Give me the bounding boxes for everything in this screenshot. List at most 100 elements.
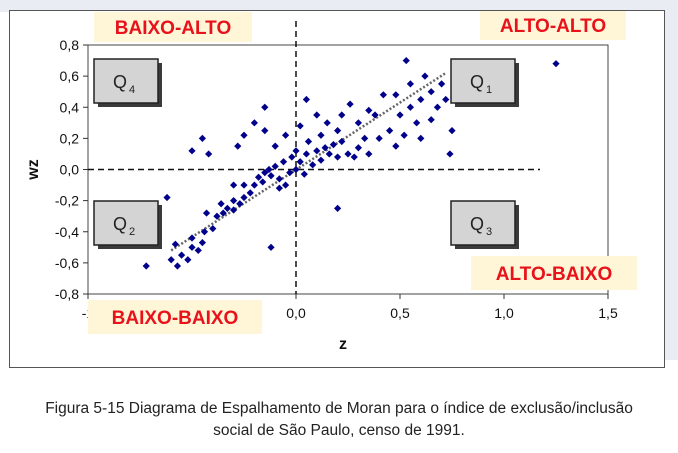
data-point: [396, 111, 404, 119]
data-point: [371, 111, 379, 119]
data-point: [329, 141, 338, 149]
data-point: [254, 173, 263, 181]
data-point: [198, 134, 206, 142]
data-point: [313, 111, 321, 119]
data-point: [288, 153, 296, 161]
data-point: [279, 158, 288, 166]
quadrant-label-background: [88, 300, 262, 334]
data-point: [323, 119, 331, 127]
data-point: [234, 142, 242, 150]
data-point: [292, 165, 300, 174]
data-point: [334, 153, 342, 161]
data-point: [446, 150, 454, 158]
data-point: [209, 225, 217, 233]
x-axis-title: z: [339, 336, 347, 353]
data-point: [317, 156, 325, 164]
data-point: [344, 150, 352, 158]
data-point: [448, 126, 456, 135]
data-point: [246, 189, 254, 197]
quadrant-box-label: Q: [470, 214, 484, 234]
data-point: [188, 234, 196, 242]
y-tick-label: 0,2: [60, 130, 80, 146]
data-point: [261, 126, 269, 135]
x-tick-label: 0,5: [390, 305, 410, 321]
data-point: [346, 100, 354, 108]
data-point: [261, 103, 269, 111]
quadrant-box-subscript: 1: [486, 84, 492, 96]
data-point: [354, 144, 362, 152]
quadrant-label: BAIXO-ALTO: [115, 18, 231, 39]
x-tick-label: 1,5: [598, 305, 618, 321]
quadrant-label-background: [94, 12, 252, 42]
data-point: [427, 88, 435, 96]
right-background-strip: [664, 0, 678, 360]
y-tick-label: -0,6: [55, 255, 79, 271]
data-point: [282, 181, 290, 189]
data-point: [286, 169, 294, 177]
quadrant-box: [93, 200, 159, 246]
data-point: [365, 150, 373, 158]
data-point: [313, 147, 321, 155]
data-point: [188, 147, 196, 155]
data-point: [219, 209, 227, 217]
quadrant-label: ALTO-ALTO: [500, 16, 606, 37]
data-point: [202, 209, 211, 217]
data-point: [217, 200, 225, 208]
data-point: [271, 162, 279, 170]
figure-caption: Figura 5-15 Diagrama de Espalhamento de …: [0, 398, 678, 442]
data-point: [334, 204, 342, 213]
data-point: [427, 116, 435, 124]
quadrant-label-background: [471, 256, 637, 290]
data-point: [292, 147, 300, 155]
data-point: [402, 56, 410, 65]
y-tick-label: 0,0: [60, 162, 80, 178]
data-point: [338, 111, 346, 119]
data-point: [413, 119, 421, 127]
data-point: [400, 131, 408, 139]
data-point: [184, 256, 192, 264]
data-point: [361, 134, 369, 142]
quadrant-label: ALTO-BAIXO: [496, 264, 612, 285]
data-point: [309, 161, 317, 169]
data-point: [271, 142, 279, 150]
data-point: [552, 60, 560, 68]
data-point: [178, 251, 186, 259]
data-point: [173, 262, 182, 270]
quadrant-label: BAIXO-BAIXO: [112, 308, 239, 329]
data-point: [240, 131, 248, 139]
data-point: [417, 95, 425, 104]
data-point: [321, 144, 329, 152]
x-tick-label: 0,0: [286, 305, 306, 321]
data-point: [230, 206, 238, 214]
data-point: [375, 134, 383, 142]
data-point: [406, 80, 414, 88]
data-point: [194, 246, 202, 255]
data-point: [338, 137, 346, 146]
data-point: [275, 184, 283, 192]
quadrant-box-label: Q: [113, 214, 127, 234]
data-point: [442, 95, 450, 104]
quadrant-box-label: Q: [470, 72, 484, 92]
data-point: [282, 131, 290, 139]
data-point: [198, 239, 206, 247]
data-point: [302, 150, 310, 158]
data-point: [392, 91, 400, 99]
trend-line: [170, 71, 447, 252]
data-point: [200, 228, 209, 236]
y-tick-label: 0,4: [60, 99, 80, 115]
data-point: [230, 181, 238, 189]
data-point: [250, 119, 258, 127]
data-point: [250, 181, 258, 189]
data-point: [365, 106, 373, 114]
data-point: [261, 169, 269, 177]
data-point: [325, 150, 333, 158]
data-point: [167, 256, 175, 264]
data-point: [296, 158, 304, 166]
y-axis-title: wz: [25, 159, 42, 180]
caption-line-1: Figura 5-15 Diagrama de Espalhamento de …: [45, 400, 633, 417]
data-point: [350, 153, 358, 161]
data-point: [438, 80, 446, 88]
data-point: [213, 212, 221, 220]
data-point: [240, 193, 248, 202]
data-point: [223, 204, 231, 213]
